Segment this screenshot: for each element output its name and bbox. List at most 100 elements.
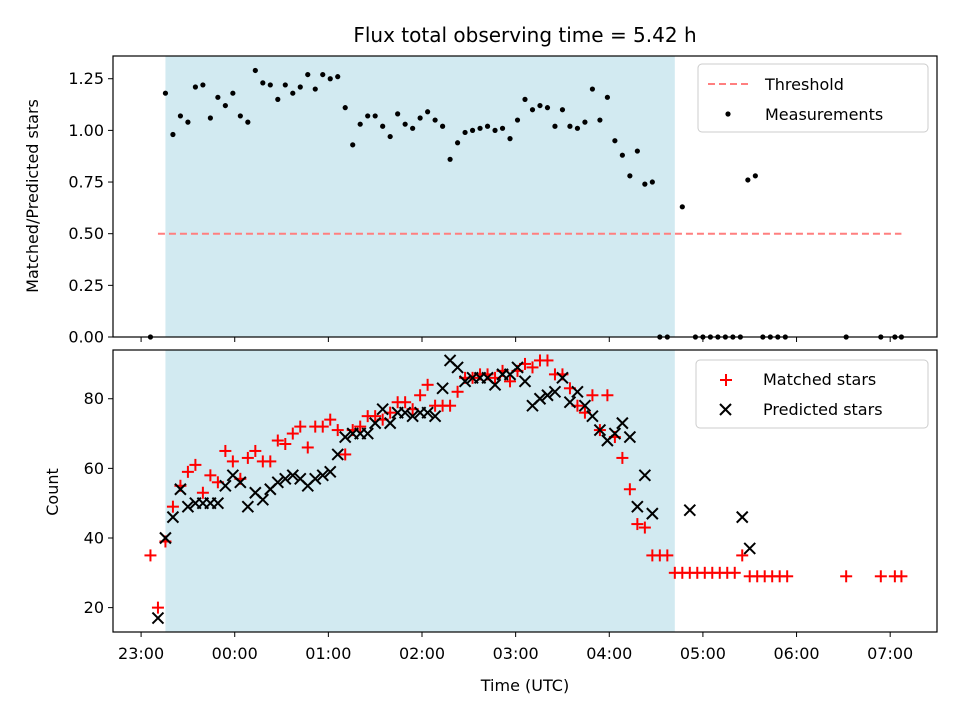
measurement-point (260, 80, 266, 86)
measurement-point (425, 109, 431, 115)
matched-star-point (294, 420, 307, 433)
matched-star-point (279, 438, 292, 450)
measurement-point (447, 156, 453, 162)
predicted-star-point (511, 361, 524, 374)
measurement-point (492, 127, 498, 133)
figure-title: Flux total observing time = 5.42 h (353, 23, 696, 47)
predicted-star-point (279, 472, 292, 486)
measurement-point (215, 94, 221, 100)
predicted-star-point (406, 409, 419, 423)
measurement-point (627, 173, 633, 179)
matched-star-point (301, 441, 314, 454)
measurement-point (589, 86, 596, 92)
measurement-point (357, 121, 363, 127)
predicted-star-point (578, 399, 592, 412)
measurement-point (305, 71, 311, 78)
plot-frame (112, 55, 938, 338)
count-y-axis-title: Count (43, 468, 62, 516)
measurement-point (679, 204, 685, 210)
matched-star-point (144, 549, 157, 562)
measurement-point (529, 107, 536, 113)
predicted-star-point (324, 465, 337, 479)
predicted-star-point (398, 406, 412, 419)
matched-star-point (241, 451, 254, 464)
measurement-point (282, 82, 288, 88)
measurement-point (267, 82, 273, 88)
y-tick-label: 0.50 (68, 224, 104, 243)
y-tick-label: 80 (84, 389, 104, 408)
predicted-star-point (211, 496, 225, 510)
predicted-star-point (383, 416, 397, 430)
predicted-star-point (368, 416, 382, 430)
predicted-star-point (271, 476, 285, 489)
matched-star-point (249, 444, 262, 457)
measurement-point (387, 133, 393, 140)
measurement-point (574, 125, 581, 131)
measurement-point (372, 113, 378, 119)
x-axis-title: Time (UTC) (480, 676, 569, 695)
x-tick-label: 01:00 (305, 644, 351, 663)
predicted-star-point (241, 500, 255, 513)
measurement-point (245, 119, 251, 125)
measurement-point (290, 90, 296, 96)
predicted-star-point (436, 382, 449, 395)
predicted-star-point (309, 472, 322, 486)
measurement-point (320, 71, 326, 78)
measurement-point (552, 123, 558, 129)
measurement-point (312, 86, 318, 92)
y-tick-label: 0.25 (68, 276, 104, 295)
matched-star-point (526, 361, 539, 374)
x-tick-label: 07:00 (867, 644, 913, 663)
measurement-point (462, 129, 468, 136)
matched-star-point (840, 570, 853, 583)
legend-measurements-label: Measurements (765, 105, 883, 124)
measurement-point (544, 105, 551, 111)
legend-matched-swatch (720, 374, 732, 386)
predicted-star-point (608, 427, 622, 440)
measurement-point (342, 105, 348, 111)
predicted-star-point (488, 378, 502, 392)
measurement-point (454, 140, 461, 146)
count-panel: Count Time (UTC) 20 40 60 80 23:00 00:00 01:00… (43, 349, 938, 695)
matched-star-point (331, 424, 344, 437)
predicted-star-point (556, 371, 569, 385)
matched-star-point (451, 385, 464, 398)
matched-star-point (661, 549, 674, 562)
predicted-star-point (518, 375, 532, 388)
measurement-point (230, 90, 236, 96)
matched-star-point (399, 396, 412, 409)
measurement-point (522, 96, 528, 102)
predicted-star-point (331, 448, 344, 461)
measurement-point (177, 113, 184, 119)
predicted-star-point (736, 510, 749, 524)
measurement-point (559, 107, 566, 113)
predicted-star-point (533, 392, 547, 405)
measurement-point (432, 117, 438, 123)
measurement-point (634, 148, 640, 154)
measurement-point (410, 125, 416, 131)
matched-star-point (226, 455, 239, 468)
predicted-star-point (316, 469, 329, 482)
matched-star-point (586, 389, 599, 402)
matched-star-point (219, 444, 232, 457)
matched-star-point (271, 434, 284, 447)
predicted-star-point (631, 500, 644, 513)
measurement-point (612, 138, 618, 144)
ratio-y-axis-title: Matched/Predicted stars (23, 99, 42, 293)
matched-star-point (895, 570, 908, 583)
predicted-star-point (571, 385, 584, 398)
matched-star-point (316, 420, 329, 433)
measurement-point (222, 102, 228, 109)
predicted-star-point (743, 542, 756, 555)
predicted-star-point (616, 416, 629, 430)
x-tick-label: 23:00 (118, 644, 164, 663)
predicted-star-point (361, 427, 374, 440)
predicted-star-point (159, 531, 172, 545)
matched-star-point (736, 549, 749, 562)
matched-star-point (728, 566, 741, 579)
legend-measurements-swatch (725, 111, 731, 117)
measurement-point (170, 131, 176, 138)
measurement-point (477, 125, 483, 131)
matched-star-point (781, 570, 794, 583)
